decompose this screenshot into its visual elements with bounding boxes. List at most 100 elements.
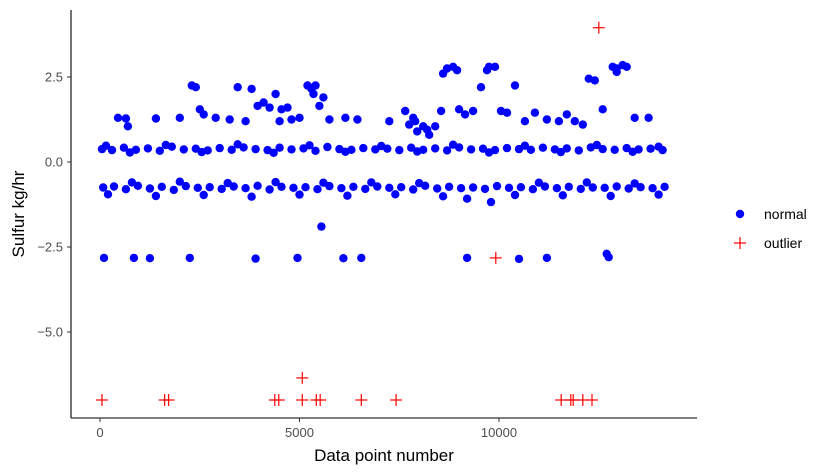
y-tick-label: −2.5 bbox=[37, 240, 63, 255]
point-normal bbox=[259, 98, 268, 107]
plot-area bbox=[96, 21, 669, 406]
point-normal bbox=[181, 181, 190, 191]
point-normal bbox=[444, 182, 454, 191]
point-normal bbox=[630, 179, 639, 188]
point-normal bbox=[107, 145, 117, 155]
point-normal bbox=[353, 115, 362, 124]
point-normal bbox=[339, 254, 348, 263]
point-normal bbox=[415, 178, 424, 188]
point-normal bbox=[438, 69, 448, 78]
point-normal bbox=[602, 249, 611, 258]
point-normal bbox=[436, 106, 446, 116]
point-normal bbox=[151, 114, 161, 123]
point-normal bbox=[654, 142, 663, 151]
point-normal bbox=[598, 105, 607, 114]
point-normal bbox=[357, 253, 366, 263]
point-normal bbox=[349, 182, 358, 191]
point-normal bbox=[562, 110, 571, 119]
point-normal bbox=[478, 144, 488, 153]
point-normal bbox=[343, 191, 352, 200]
point-normal bbox=[215, 143, 224, 153]
point-normal bbox=[151, 191, 161, 201]
point-normal bbox=[395, 145, 404, 155]
point-normal bbox=[125, 148, 135, 157]
legend-outlier-marker bbox=[734, 237, 746, 249]
point-normal bbox=[377, 141, 386, 151]
point-normal bbox=[612, 67, 621, 77]
point-normal bbox=[341, 147, 350, 156]
point-normal bbox=[233, 83, 242, 92]
point-normal bbox=[411, 117, 420, 126]
point-normal bbox=[401, 106, 410, 116]
point-normal bbox=[442, 146, 452, 155]
point-outlier bbox=[489, 251, 502, 264]
point-normal bbox=[367, 178, 376, 187]
point-normal bbox=[325, 115, 334, 124]
point-normal bbox=[311, 146, 320, 155]
point-normal bbox=[101, 141, 111, 150]
point-normal bbox=[526, 145, 536, 154]
legend: normal outlier bbox=[734, 206, 807, 251]
point-normal bbox=[241, 117, 250, 126]
point-normal bbox=[423, 125, 432, 134]
point-normal bbox=[247, 84, 256, 94]
point-normal bbox=[578, 120, 587, 129]
point-normal bbox=[502, 108, 512, 117]
x-tick-label: 0 bbox=[96, 425, 103, 440]
point-normal bbox=[191, 83, 200, 92]
point-normal bbox=[520, 141, 530, 150]
point-normal bbox=[275, 117, 284, 126]
point-normal bbox=[385, 183, 394, 192]
y-tick-label: 0.0 bbox=[45, 155, 63, 170]
point-normal bbox=[542, 253, 552, 263]
point-normal bbox=[251, 254, 260, 263]
point-normal bbox=[644, 113, 653, 123]
point-normal bbox=[530, 108, 540, 117]
point-normal bbox=[646, 144, 655, 153]
point-normal bbox=[462, 194, 472, 203]
point-normal bbox=[413, 127, 422, 136]
point-outlier bbox=[355, 394, 368, 406]
point-normal bbox=[504, 183, 514, 192]
point-normal bbox=[289, 183, 298, 192]
point-normal bbox=[482, 66, 492, 75]
point-normal bbox=[271, 177, 280, 187]
point-normal bbox=[574, 146, 583, 155]
y-tick-label: 2.5 bbox=[45, 70, 63, 85]
point-normal bbox=[315, 101, 324, 111]
point-normal bbox=[175, 113, 184, 123]
point-normal bbox=[127, 178, 137, 187]
point-normal bbox=[143, 144, 153, 153]
point-normal bbox=[287, 115, 296, 124]
point-normal bbox=[145, 254, 155, 263]
point-normal bbox=[205, 183, 214, 192]
point-normal bbox=[431, 144, 440, 153]
point-normal bbox=[385, 117, 394, 126]
point-normal bbox=[409, 185, 418, 194]
point-normal bbox=[397, 183, 406, 192]
point-normal bbox=[558, 191, 567, 200]
point-normal bbox=[227, 145, 236, 154]
point-normal bbox=[155, 146, 164, 155]
point-normal bbox=[197, 147, 206, 157]
point-normal bbox=[534, 178, 544, 187]
point-normal bbox=[317, 222, 326, 231]
point-normal bbox=[433, 184, 442, 193]
point-normal bbox=[179, 145, 188, 154]
point-normal bbox=[319, 178, 328, 187]
point-normal bbox=[630, 113, 639, 123]
legend-normal-marker bbox=[735, 209, 745, 219]
point-normal bbox=[293, 253, 302, 263]
point-normal bbox=[516, 183, 526, 192]
point-normal bbox=[490, 62, 500, 71]
point-normal bbox=[510, 190, 520, 200]
point-normal bbox=[323, 142, 332, 152]
point-normal bbox=[119, 143, 129, 152]
point-normal bbox=[99, 253, 109, 263]
point-normal bbox=[554, 117, 564, 126]
y-ticks: −5.0 −2.5 0.0 2.5 bbox=[37, 70, 71, 340]
point-normal bbox=[247, 192, 256, 201]
point-normal bbox=[622, 62, 631, 71]
point-normal bbox=[460, 110, 470, 119]
point-normal bbox=[510, 81, 520, 90]
